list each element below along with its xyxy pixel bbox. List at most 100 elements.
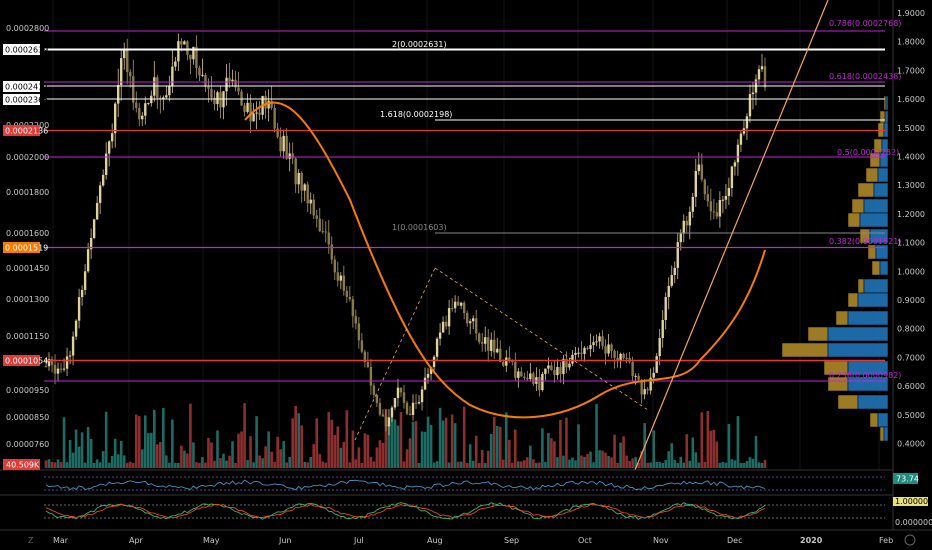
volume-bar	[447, 462, 451, 468]
candle-body	[258, 112, 261, 115]
candle-body	[435, 338, 439, 357]
candle-body	[670, 275, 673, 286]
volume-bar	[541, 428, 544, 468]
candle-body	[138, 108, 141, 120]
candle-body	[697, 164, 701, 172]
candle-body	[625, 357, 628, 359]
candle-body	[86, 249, 90, 272]
candle-body	[517, 371, 520, 378]
volume-profile-sell	[871, 260, 881, 276]
volume-bar	[189, 403, 192, 468]
candle-body	[523, 376, 526, 378]
candle-body	[544, 368, 547, 374]
volume-bar	[417, 462, 421, 468]
candle-body	[369, 366, 373, 386]
rsi-line	[45, 479, 766, 491]
candle-body	[381, 414, 385, 417]
volume-bar	[110, 455, 114, 468]
volume-bar	[137, 416, 141, 468]
volume-bar	[724, 462, 728, 468]
candle-body	[153, 77, 156, 96]
candle-body	[104, 153, 108, 175]
candle-body	[68, 355, 72, 357]
volume-bar	[116, 454, 120, 468]
candle-body	[589, 345, 592, 349]
volume-bar	[601, 450, 604, 468]
volume-bar	[535, 462, 538, 468]
candle-body	[321, 231, 324, 233]
settings-icon[interactable]	[904, 534, 916, 546]
right-axis[interactable]: 1.9000 1.8000 1.7000 1.6000 1.5000 1.4000 1.30…	[892, 0, 925, 530]
candle-body	[441, 321, 445, 333]
volume-bar	[477, 462, 481, 468]
volume-bar	[468, 444, 472, 468]
candle-body	[649, 377, 652, 391]
candle-body	[568, 363, 571, 368]
volume-bar	[261, 458, 264, 468]
candle-body	[366, 362, 370, 367]
candle-body	[423, 377, 427, 390]
candle-body	[384, 416, 388, 427]
candle-body	[110, 133, 114, 142]
candle-body	[426, 373, 430, 378]
volume-bar	[375, 447, 379, 468]
volume-bar	[297, 413, 301, 468]
volume-bar	[664, 460, 668, 468]
right-axis-tick: 1.2000	[897, 210, 925, 219]
volume-bar	[589, 451, 592, 468]
moving-average-curve	[244, 101, 766, 419]
candle-body	[484, 337, 487, 344]
volume-bar	[387, 423, 391, 468]
candle-body	[171, 66, 174, 86]
volume-bar	[351, 430, 355, 468]
candle-body	[502, 361, 505, 366]
price-tag-red	[3, 355, 40, 366]
volume-bar	[363, 433, 367, 468]
candle-body	[363, 351, 367, 363]
volume-bar	[429, 424, 433, 468]
candle-body	[583, 347, 586, 354]
price-tick: 0.0000760	[6, 440, 49, 449]
volume-bar	[333, 434, 337, 468]
candle-body	[372, 385, 376, 395]
candle-body	[126, 49, 129, 72]
volume-bar	[113, 438, 117, 468]
volume-bar	[514, 429, 517, 468]
month-label: May	[203, 536, 220, 545]
volume-bar	[652, 430, 655, 468]
volume-bar	[480, 449, 484, 468]
volume-profile-buy	[879, 260, 889, 276]
price-tag-text: 0.0001054	[5, 357, 48, 366]
volume-profile-sell	[781, 342, 829, 358]
volume-profile-buy	[863, 278, 889, 294]
volume-bar	[131, 462, 135, 468]
volume-bar	[489, 434, 493, 468]
candle-body	[71, 336, 75, 356]
volume-bar	[222, 453, 225, 468]
left-price-axis[interactable]: 0.0002800 0.0002200 0.0002000 0.0001800 …	[3, 24, 49, 449]
volume-bar	[595, 404, 598, 468]
candle-body	[733, 162, 737, 167]
candle-body	[493, 339, 496, 353]
volume-profile-buy	[875, 244, 889, 260]
candle-body	[478, 333, 481, 343]
candle-body	[378, 403, 382, 415]
candle-body	[553, 369, 556, 376]
volume-bar	[339, 447, 343, 468]
candle-body	[294, 158, 297, 185]
candle-body	[661, 319, 664, 339]
candle-body	[487, 337, 490, 351]
volume-bar	[300, 425, 304, 468]
candle-body	[342, 275, 346, 291]
volume-bar	[153, 409, 156, 468]
candle-body	[113, 103, 117, 134]
right-axis-tick: 0.6000	[897, 382, 925, 391]
volume-bar	[204, 462, 207, 468]
right-axis-tick: 0.5000	[897, 411, 925, 420]
candle-body	[556, 367, 559, 376]
candle-body	[144, 103, 147, 116]
candle-body	[604, 346, 607, 354]
time-axis[interactable]: Z Mar Apr May Jun Jul Aug Sep Oct Nov De…	[0, 529, 932, 546]
volume-bar	[550, 438, 553, 468]
